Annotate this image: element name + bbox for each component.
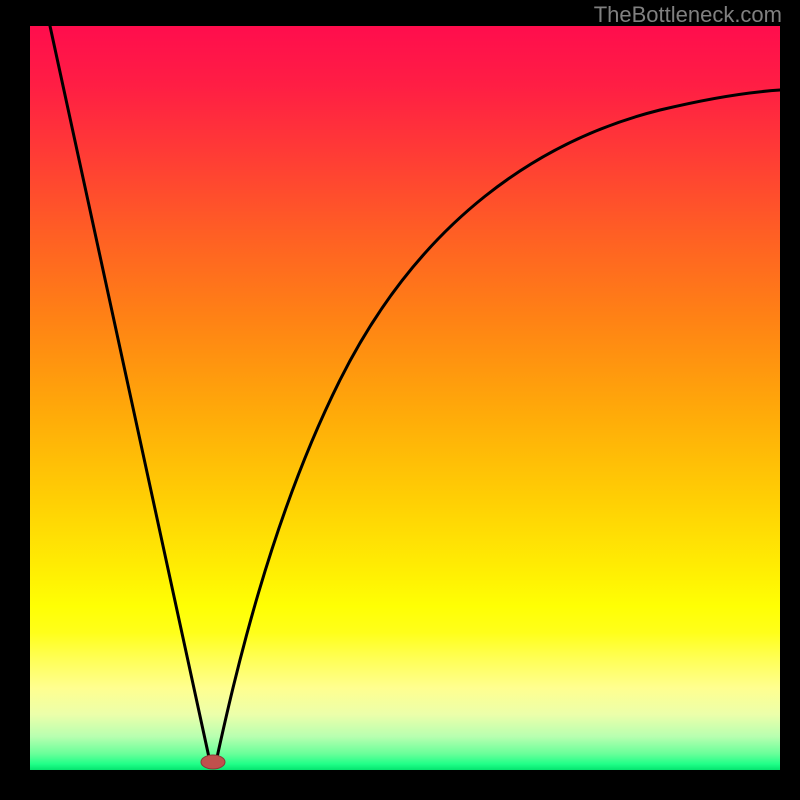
chart-container: TheBottleneck.com — [0, 0, 800, 800]
curve-overlay — [0, 0, 800, 800]
vertex-marker — [201, 755, 225, 769]
curve-left-segment — [50, 26, 210, 762]
curve-right-segment — [216, 90, 780, 762]
watermark-text: TheBottleneck.com — [594, 2, 782, 28]
